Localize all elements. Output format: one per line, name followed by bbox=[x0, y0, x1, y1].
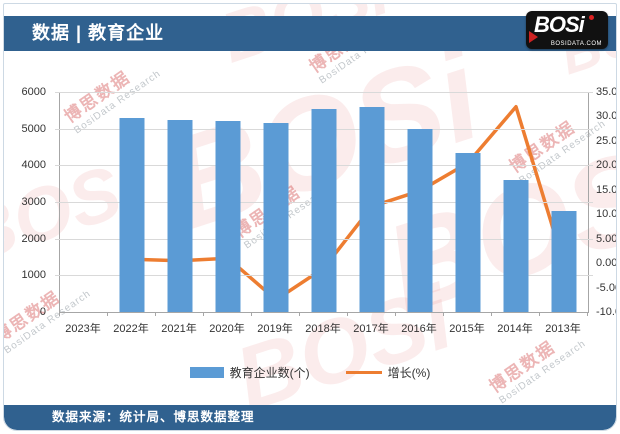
page-title-suffix: 教育企业 bbox=[88, 23, 165, 43]
footer-bar: 数据来源：统计局、博思数据整理 bbox=[4, 405, 616, 430]
x-axis-tick bbox=[59, 312, 60, 316]
right-y-axis: 35.00 30.00 25.00 20.00 15.00 10.00 5.00 0.00 -5… bbox=[588, 86, 617, 318]
x-axis-tick bbox=[443, 312, 444, 316]
page-title: 数据 | 教育企业 bbox=[32, 16, 164, 51]
bar bbox=[503, 180, 529, 312]
growth-line-series bbox=[130, 104, 566, 302]
x-axis-tick-label: 2014年 bbox=[497, 323, 533, 335]
bar bbox=[311, 108, 337, 312]
secondary-y-axis-tick-label: 5.00 bbox=[596, 232, 617, 245]
bar bbox=[263, 123, 289, 312]
x-axis-tick bbox=[251, 312, 252, 316]
secondary-y-axis-tick-label: 10.00 bbox=[596, 208, 617, 221]
legend-bar-label: 教育企业数(个) bbox=[229, 366, 310, 380]
secondary-y-axis-tick-label: 15.00 bbox=[596, 183, 617, 196]
x-axis-tick bbox=[155, 312, 156, 316]
page-title-separator: | bbox=[76, 23, 83, 43]
secondary-y-axis-tick-label: 25.00 bbox=[596, 134, 617, 147]
bosi-logo-arrow-icon bbox=[529, 31, 538, 43]
line-chart-svg bbox=[130, 104, 566, 302]
bar bbox=[455, 152, 481, 312]
x-axis-tick bbox=[347, 312, 348, 316]
secondary-y-axis-tick-label: 0.00 bbox=[596, 257, 617, 270]
x-axis-tick bbox=[299, 312, 300, 316]
y-axis-tick-label: 1000 bbox=[21, 269, 46, 282]
legend-item-bars: 教育企业数(个) bbox=[189, 364, 310, 381]
y-axis-tick-label: 4000 bbox=[21, 159, 46, 172]
gridline bbox=[55, 92, 593, 93]
x-axis-tick-label: 2013年 bbox=[545, 323, 581, 335]
x-axis-tick-label: 2018年 bbox=[305, 323, 341, 335]
x-axis-tick-label: 2022年 bbox=[113, 323, 149, 335]
y-axis-tick-label: 3000 bbox=[21, 196, 46, 208]
x-axis: 2023年 2022年 2021年 2020年 2019年 2018年 2017年 2016年… bbox=[59, 312, 588, 342]
x-axis-tick bbox=[491, 312, 492, 316]
bar bbox=[551, 211, 577, 312]
bosi-logo-dot-icon bbox=[589, 15, 594, 20]
bar bbox=[119, 117, 145, 312]
x-axis-tick bbox=[587, 312, 588, 316]
x-axis-tick-label: 2017年 bbox=[353, 323, 389, 335]
x-axis-tick-label: 2015年 bbox=[449, 323, 485, 335]
x-axis-tick-label: 2019年 bbox=[257, 323, 293, 335]
secondary-y-axis-tick-label: 30.00 bbox=[596, 110, 617, 123]
x-axis-tick bbox=[395, 312, 396, 316]
secondary-y-axis-tick-label: -10.00 bbox=[596, 306, 616, 318]
x-axis-tick-label: 2023年 bbox=[65, 323, 101, 335]
header-bar: 数据 | 教育企业 BOSi BOSIDATA.COM bbox=[4, 11, 616, 51]
x-axis-tick bbox=[107, 312, 108, 316]
bosi-logo-domain: BOSIDATA.COM bbox=[550, 41, 602, 47]
secondary-y-axis-tick-label: -5.00 bbox=[596, 281, 616, 294]
y-axis-tick-label: 2000 bbox=[21, 232, 46, 245]
bosi-logo: BOSi BOSIDATA.COM bbox=[526, 11, 608, 49]
y-axis-tick-label: 5000 bbox=[21, 122, 46, 135]
data-source-note: 数据来源：统计局、博思数据整理 bbox=[52, 410, 255, 424]
y-axis-tick-label: 0 bbox=[39, 306, 46, 318]
bar bbox=[167, 119, 193, 312]
legend-item-line: 增长(%) bbox=[345, 364, 431, 381]
legend-line-label: 增长(%) bbox=[387, 366, 431, 380]
combo-chart: 6000 5000 4000 3000 2000 1000 0 35.00 30.00 25.0… bbox=[4, 59, 616, 359]
report-card: BOSi BOSi BOSi BOSi BOSi BOSi 博思数据BosiDa… bbox=[3, 3, 617, 431]
bar bbox=[359, 106, 385, 312]
x-axis-tick bbox=[539, 312, 540, 316]
x-axis-tick-label: 2020年 bbox=[209, 323, 245, 335]
x-axis-tick-label: 2016年 bbox=[401, 323, 437, 335]
secondary-y-axis-tick-label: 35.00 bbox=[596, 86, 617, 98]
left-y-axis: 6000 5000 4000 3000 2000 1000 0 bbox=[4, 86, 54, 318]
bar bbox=[407, 128, 433, 312]
legend-line-swatch-icon bbox=[345, 371, 382, 374]
x-axis-tick bbox=[203, 312, 204, 316]
chart-legend: 教育企业数(个) 增长(%) bbox=[4, 364, 616, 381]
bar bbox=[215, 121, 241, 312]
bosi-logo-text: BOSi bbox=[534, 12, 585, 37]
x-axis-tick-label: 2021年 bbox=[161, 323, 197, 335]
page-title-prefix: 数据 bbox=[32, 23, 70, 43]
secondary-y-axis-tick-label: 20.00 bbox=[596, 159, 617, 172]
plot-area bbox=[55, 92, 593, 313]
y-axis-tick-label: 6000 bbox=[21, 86, 46, 98]
legend-bar-swatch-icon bbox=[189, 367, 224, 378]
